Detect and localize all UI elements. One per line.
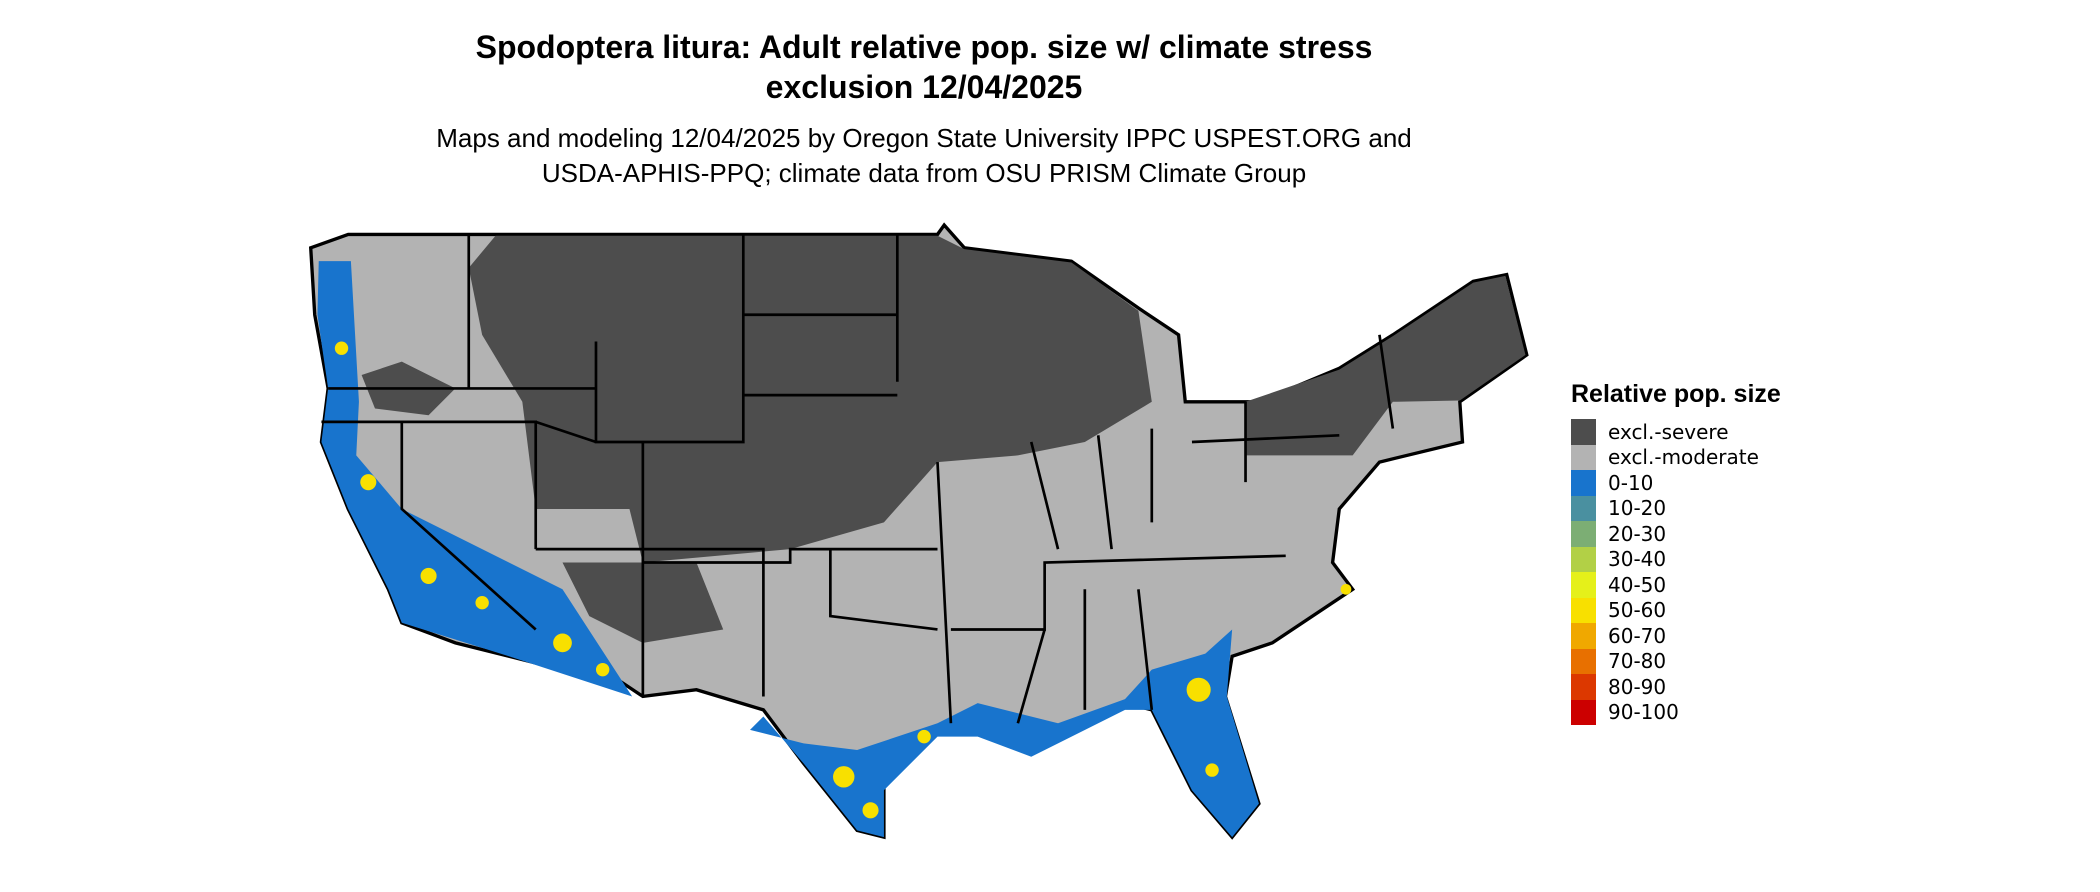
severe-exclusion-northeast [1245,275,1526,456]
legend-title: Relative pop. size [1571,380,1781,408]
suitable-area-west [317,261,633,697]
legend-swatch [1571,521,1596,547]
map-subtitle-line1: Maps and modeling 12/04/2025 by Oregon S… [436,123,1412,153]
legend-label: 80-90 [1608,674,1667,699]
legend-label: 40-50 [1608,572,1667,597]
legend-item: excl.-moderate [1571,444,1781,470]
legend-item: 20-30 [1571,521,1781,547]
legend-label: 60-70 [1608,623,1667,648]
legend-label: 90-100 [1608,700,1679,725]
legend-item: 90-100 [1571,699,1781,725]
legend-item: excl.-severe [1571,419,1781,445]
map-subtitle-line2: USDA-APHIS-PPQ; climate data from OSU PR… [541,158,1307,188]
legend-label: excl.-severe [1608,419,1729,444]
legend-label: excl.-moderate [1608,445,1759,470]
suitable-area-gulf [750,629,1259,838]
legend-swatch [1571,495,1596,521]
legend-swatch [1571,444,1596,470]
legend-label: 10-20 [1608,496,1667,521]
high-suitability-patches [334,341,1352,819]
legend-swatch [1571,648,1596,674]
legend-item: 80-90 [1571,674,1781,700]
legend-item: 0-10 [1571,470,1781,496]
legend-item: 40-50 [1571,572,1781,598]
legend-item: 10-20 [1571,495,1781,521]
severe-exclusion-northwest [361,361,724,643]
legend-swatch [1571,674,1596,700]
legend-item: 30-40 [1571,546,1781,572]
legend-item: 50-60 [1571,597,1781,623]
legend-item: 60-70 [1571,623,1781,649]
legend-label: 50-60 [1608,598,1667,623]
map-title-line1: Spodoptera litura: Adult relative pop. s… [475,29,1373,65]
legend-label: 0-10 [1608,470,1654,495]
legend-label: 30-40 [1608,547,1667,572]
legend-swatch [1571,546,1596,572]
legend-swatch [1571,572,1596,598]
severe-exclusion-north [468,235,1152,563]
state-borders [321,234,1395,724]
legend-swatch [1571,699,1596,725]
legend-swatch [1571,419,1596,445]
legend-swatch [1571,623,1596,649]
legend-item: 70-80 [1571,648,1781,674]
legend-label: 70-80 [1608,649,1667,674]
map-title-line2: exclusion 12/04/2025 [765,69,1083,105]
legend-label: 20-30 [1608,521,1667,546]
legend-swatch [1571,470,1596,496]
legend-swatch [1571,597,1596,623]
legend: Relative pop. size excl.-severe excl.-mod… [1571,380,1781,725]
legend-items: excl.-severe excl.-moderate 0-10 10-20 20-30… [1571,419,1781,725]
